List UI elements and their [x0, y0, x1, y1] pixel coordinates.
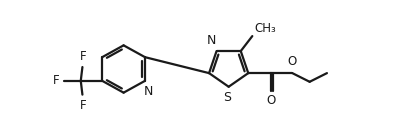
Text: F: F	[80, 99, 86, 112]
Text: S: S	[223, 91, 232, 104]
Text: O: O	[288, 55, 297, 68]
Text: O: O	[266, 94, 276, 107]
Text: N: N	[144, 85, 153, 98]
Text: CH₃: CH₃	[254, 22, 276, 34]
Text: F: F	[80, 50, 86, 63]
Text: F: F	[53, 74, 59, 87]
Text: N: N	[207, 34, 216, 47]
